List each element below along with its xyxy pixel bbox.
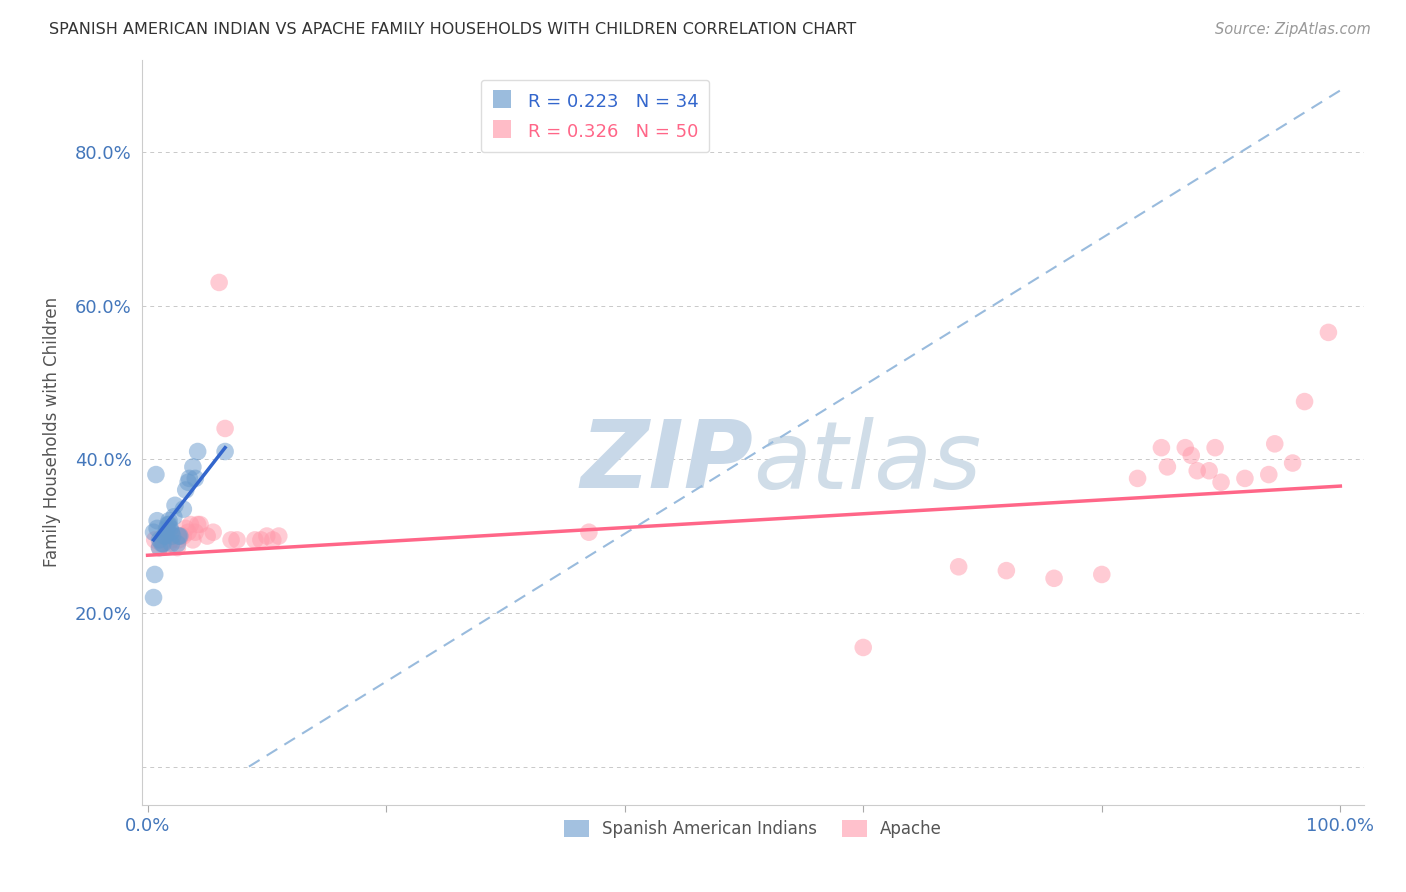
Point	[1126, 471, 1149, 485]
Point	[148, 541, 170, 555]
Point	[172, 502, 194, 516]
Point	[262, 533, 284, 547]
Point	[1043, 571, 1066, 585]
Point	[152, 537, 174, 551]
Point	[145, 467, 167, 482]
Point	[188, 517, 211, 532]
Point	[146, 514, 169, 528]
Point	[187, 444, 209, 458]
Point	[1257, 467, 1279, 482]
Point	[202, 525, 225, 540]
Point	[184, 525, 207, 540]
Point	[179, 471, 201, 485]
Point	[948, 559, 970, 574]
Point	[177, 475, 200, 490]
Point	[174, 483, 197, 497]
Point	[163, 498, 186, 512]
Point	[163, 509, 186, 524]
Point	[148, 541, 170, 555]
Point	[1264, 437, 1286, 451]
Point	[152, 537, 174, 551]
Point	[167, 529, 190, 543]
Point	[160, 533, 183, 547]
Point	[163, 529, 186, 543]
Point	[169, 529, 191, 543]
Point	[208, 276, 231, 290]
Point	[250, 533, 273, 547]
Point	[167, 533, 190, 547]
Point	[170, 529, 193, 543]
Point	[157, 517, 180, 532]
Point	[156, 521, 179, 535]
Point	[1156, 459, 1178, 474]
Point	[181, 459, 204, 474]
Text: Source: ZipAtlas.com: Source: ZipAtlas.com	[1215, 22, 1371, 37]
Point	[1174, 441, 1197, 455]
Point	[156, 525, 179, 540]
Point	[156, 517, 179, 532]
Point	[181, 533, 204, 547]
Point	[1187, 464, 1209, 478]
Point	[219, 533, 242, 547]
Point	[143, 567, 166, 582]
Point	[172, 529, 194, 543]
Point	[157, 537, 180, 551]
Text: atlas: atlas	[752, 417, 981, 508]
Point	[160, 537, 183, 551]
Point	[162, 529, 184, 543]
Point	[1091, 567, 1114, 582]
Point	[179, 517, 201, 532]
Point	[184, 471, 207, 485]
Point	[177, 525, 200, 540]
Point	[142, 591, 165, 605]
Point	[187, 517, 209, 532]
Point	[995, 564, 1018, 578]
Point	[142, 525, 165, 540]
Point	[166, 537, 188, 551]
Point	[174, 521, 197, 535]
Y-axis label: Family Households with Children: Family Households with Children	[44, 297, 60, 567]
Point	[143, 533, 166, 547]
Point	[153, 529, 176, 543]
Point	[150, 537, 173, 551]
Point	[267, 529, 290, 543]
Point	[256, 529, 278, 543]
Point	[214, 421, 236, 435]
Point	[166, 541, 188, 555]
Point	[195, 529, 218, 543]
Point	[1317, 326, 1340, 340]
Point	[148, 533, 170, 547]
Point	[1233, 471, 1256, 485]
Point	[1204, 441, 1226, 455]
Point	[1180, 448, 1202, 462]
Point	[155, 529, 177, 543]
Text: ZIP: ZIP	[581, 417, 752, 508]
Text: SPANISH AMERICAN INDIAN VS APACHE FAMILY HOUSEHOLDS WITH CHILDREN CORRELATION CH: SPANISH AMERICAN INDIAN VS APACHE FAMILY…	[49, 22, 856, 37]
Point	[578, 525, 600, 540]
Point	[1198, 464, 1220, 478]
Point	[160, 525, 183, 540]
Point	[1150, 441, 1173, 455]
Point	[157, 514, 180, 528]
Point	[159, 521, 181, 535]
Point	[852, 640, 875, 655]
Point	[226, 533, 249, 547]
Point	[1281, 456, 1303, 470]
Point	[243, 533, 266, 547]
Point	[1209, 475, 1232, 490]
Point	[1294, 394, 1316, 409]
Legend: Spanish American Indians, Apache: Spanish American Indians, Apache	[557, 814, 949, 845]
Point	[214, 444, 236, 458]
Point	[153, 529, 176, 543]
Point	[146, 521, 169, 535]
